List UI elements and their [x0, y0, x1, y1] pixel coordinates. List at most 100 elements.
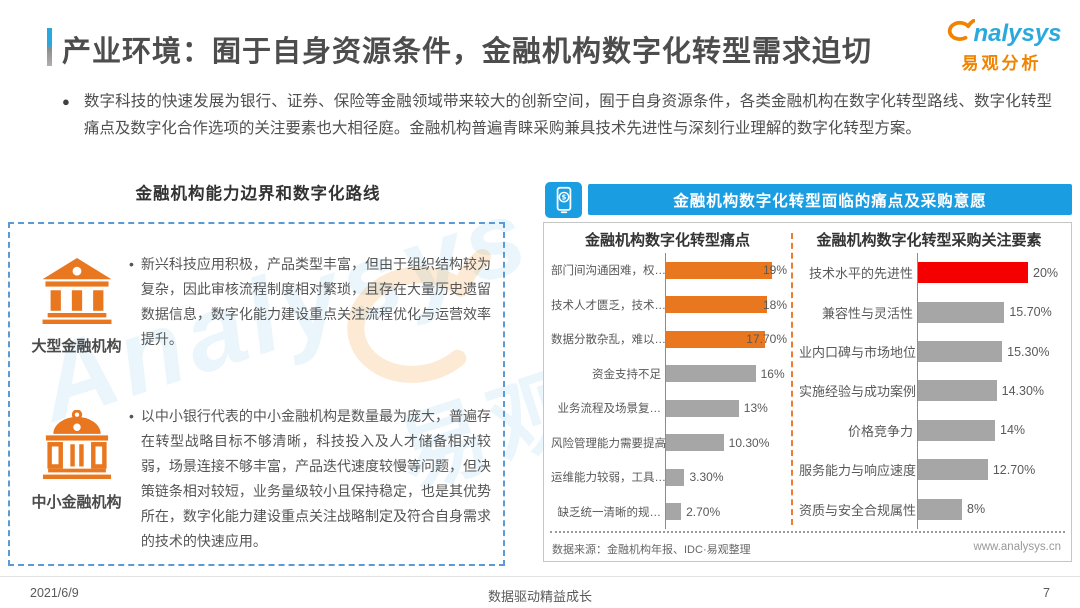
bullet-marker: • [129, 408, 134, 424]
chart-row: 部门间沟通困难，权… 19% [551, 253, 789, 288]
bullet-marker: • [129, 256, 134, 272]
chart-row: 资质与安全合规属性 8% [799, 489, 1067, 529]
bar-track: 17.70% [665, 322, 789, 357]
value-label: 15.70% [1009, 305, 1052, 320]
chart-row: 风险管理能力需要提高 10.30% [551, 425, 789, 460]
category-label: 运维能力较弱，工具… [551, 472, 666, 485]
category-label: 技术人才匮乏，技术… [551, 299, 666, 312]
category-label: 缺乏统一清晰的规… [557, 506, 662, 519]
website-link[interactable]: www.analysys.cn [973, 541, 1061, 553]
title-accent-bar [47, 28, 52, 66]
value-label: 13% [743, 401, 768, 416]
category-label: 数据分散杂乱，难以… [551, 334, 666, 347]
bar [918, 380, 997, 402]
bar-track: 8% [917, 489, 1067, 529]
category-label: 实施经验与成功案例 [799, 384, 917, 400]
bar-track: 16% [665, 356, 789, 391]
logo-text-en: nalysys [973, 20, 1062, 47]
footer-slogan: 数据驱动精益成长 [487, 589, 592, 604]
category-label: 业务流程及场景复… [557, 403, 662, 416]
value-label: 19% [762, 263, 787, 278]
source-divider [550, 531, 1065, 533]
chart-row: 兼容性与灵活性 15.70% [799, 292, 1067, 332]
chart-row: 缺乏统一清晰的规… 2.70% [551, 494, 789, 529]
chart-row: 实施经验与成功案例 14.30% [799, 371, 1067, 411]
bar-track: 10.30% [665, 425, 789, 460]
category-label: 资质与安全合规属性 [799, 502, 917, 518]
list-item-large-institution: 大型金融机构 • 新兴科技应用积极，产品类型丰富，但由于组织结构较为复杂，因此审… [24, 252, 497, 356]
category-label: 风险管理能力需要提高 [551, 437, 666, 450]
bar-track: 15.30% [917, 331, 1067, 372]
bar [666, 468, 685, 486]
bar-track: 18% [665, 287, 789, 322]
data-source-note: 数据来源：金融机构年报、IDC·易观整理 [552, 544, 751, 556]
category-label: 技术水平的先进性 [808, 266, 913, 282]
page-title: 产业环境：囿于自身资源条件，金融机构数字化转型需求迫切 [62, 36, 873, 68]
bar-track: 19% [665, 253, 789, 288]
value-label: 3.30% [689, 470, 724, 485]
painpoints-bar-chart: 部门间沟通困难，权… 19% 技术人才匮乏，技术… 18% 数据分散杂乱，难以… 17.7… [551, 253, 789, 529]
bar [918, 498, 962, 520]
chart-row: 价格竞争力 14% [799, 410, 1067, 451]
bar [918, 419, 995, 441]
chart-row: 运维能力较弱，工具… 3.30% [551, 460, 789, 495]
value-label: 10.30% [728, 435, 770, 450]
charts-panel: 金融机构数字化转型痛点 金融机构数字化转型采购关注要素 部门间沟通困难，权… 19… [543, 222, 1072, 562]
value-label: 14.30% [1001, 383, 1045, 398]
institution-label: 中小金融机构 [31, 494, 122, 511]
chart-row: 技术人才匮乏，技术… 18% [551, 287, 789, 322]
category-label: 资金支持不足 [592, 368, 661, 381]
bar-track: 2.70% [665, 494, 789, 529]
value-label: 16% [760, 366, 785, 381]
value-label: 17.70% [746, 332, 787, 347]
category-label: 业内口碑与市场地位 [799, 345, 917, 361]
right-section-banner: 金融机构数字化转型面临的痛点及采购意愿 [588, 184, 1072, 215]
footer-divider [0, 576, 1080, 577]
purchase-factors-bar-chart: 技术水平的先进性 20% 兼容性与灵活性 15.70% 业内口碑与市场地位 15.30% 实… [799, 253, 1067, 529]
value-label: 8% [967, 502, 986, 517]
chart-row: 服务能力与响应速度 12.70% [799, 450, 1067, 490]
chart-row: 技术水平的先进性 20% [799, 253, 1067, 293]
footer-date: 2021/6/9 [30, 586, 79, 600]
intro-paragraph: ● 数字科技的快速发展为银行、证券、保险等金融领域带来较大的创新空间，囿于自身资… [62, 88, 1052, 142]
institution-description: 新兴科技应用积极，产品类型丰富，但由于组织结构较为复杂，因此审核流程制度相对繁琐… [140, 256, 491, 347]
bar-track: 3.30% [665, 460, 789, 495]
institution-description: 以中小银行代表的中小金融机构是数量最为庞大，普遍存在转型战略目标不够清晰，科技投… [140, 408, 491, 549]
bar [918, 341, 1003, 363]
bar [666, 330, 766, 348]
svg-text:$: $ [561, 194, 566, 202]
chart-title-painpoints: 金融机构数字化转型痛点 [584, 232, 750, 249]
bar [666, 296, 767, 314]
chart-row: 业内口碑与市场地位 15.30% [799, 331, 1067, 372]
chart-row: 资金支持不足 16% [551, 356, 789, 391]
left-section-title: 金融机构能力边界和数字化路线 [135, 185, 381, 203]
capability-panel: 大型金融机构 • 新兴科技应用积极，产品类型丰富，但由于组织结构较为复杂，因此审… [8, 222, 505, 566]
bank-dome-icon [42, 409, 111, 480]
bar-track: 14.30% [917, 371, 1067, 411]
list-item-small-institution: 中小金融机构 • 以中小银行代表的中小金融机构是数量最为庞大，普遍存在转型战略目… [24, 404, 497, 554]
bar-track: 13% [665, 391, 789, 426]
category-label: 兼容性与灵活性 [821, 305, 913, 321]
bar-track: 20% [917, 253, 1067, 293]
bar [666, 365, 756, 383]
value-label: 2.70% [686, 504, 721, 519]
category-label: 服务能力与响应速度 [799, 463, 917, 479]
value-label: 18% [762, 297, 787, 312]
value-label: 20% [1033, 265, 1059, 280]
bar [666, 399, 739, 417]
bar [666, 261, 773, 279]
logo-a-swirl-icon [948, 18, 976, 41]
institution-label: 大型金融机构 [31, 338, 122, 355]
chart-row: 业务流程及场景复… 13% [551, 391, 789, 426]
bar [918, 262, 1028, 284]
bar [918, 301, 1005, 323]
value-label: 14% [1000, 423, 1026, 438]
chart-row: 数据分散杂乱，难以… 17.70% [551, 322, 789, 357]
bar [666, 434, 724, 452]
bar [666, 503, 682, 521]
value-label: 12.70% [992, 462, 1036, 477]
mobile-payment-icon: $ [545, 182, 582, 218]
bar-track: 12.70% [917, 450, 1067, 490]
category-label: 价格竞争力 [847, 423, 913, 439]
